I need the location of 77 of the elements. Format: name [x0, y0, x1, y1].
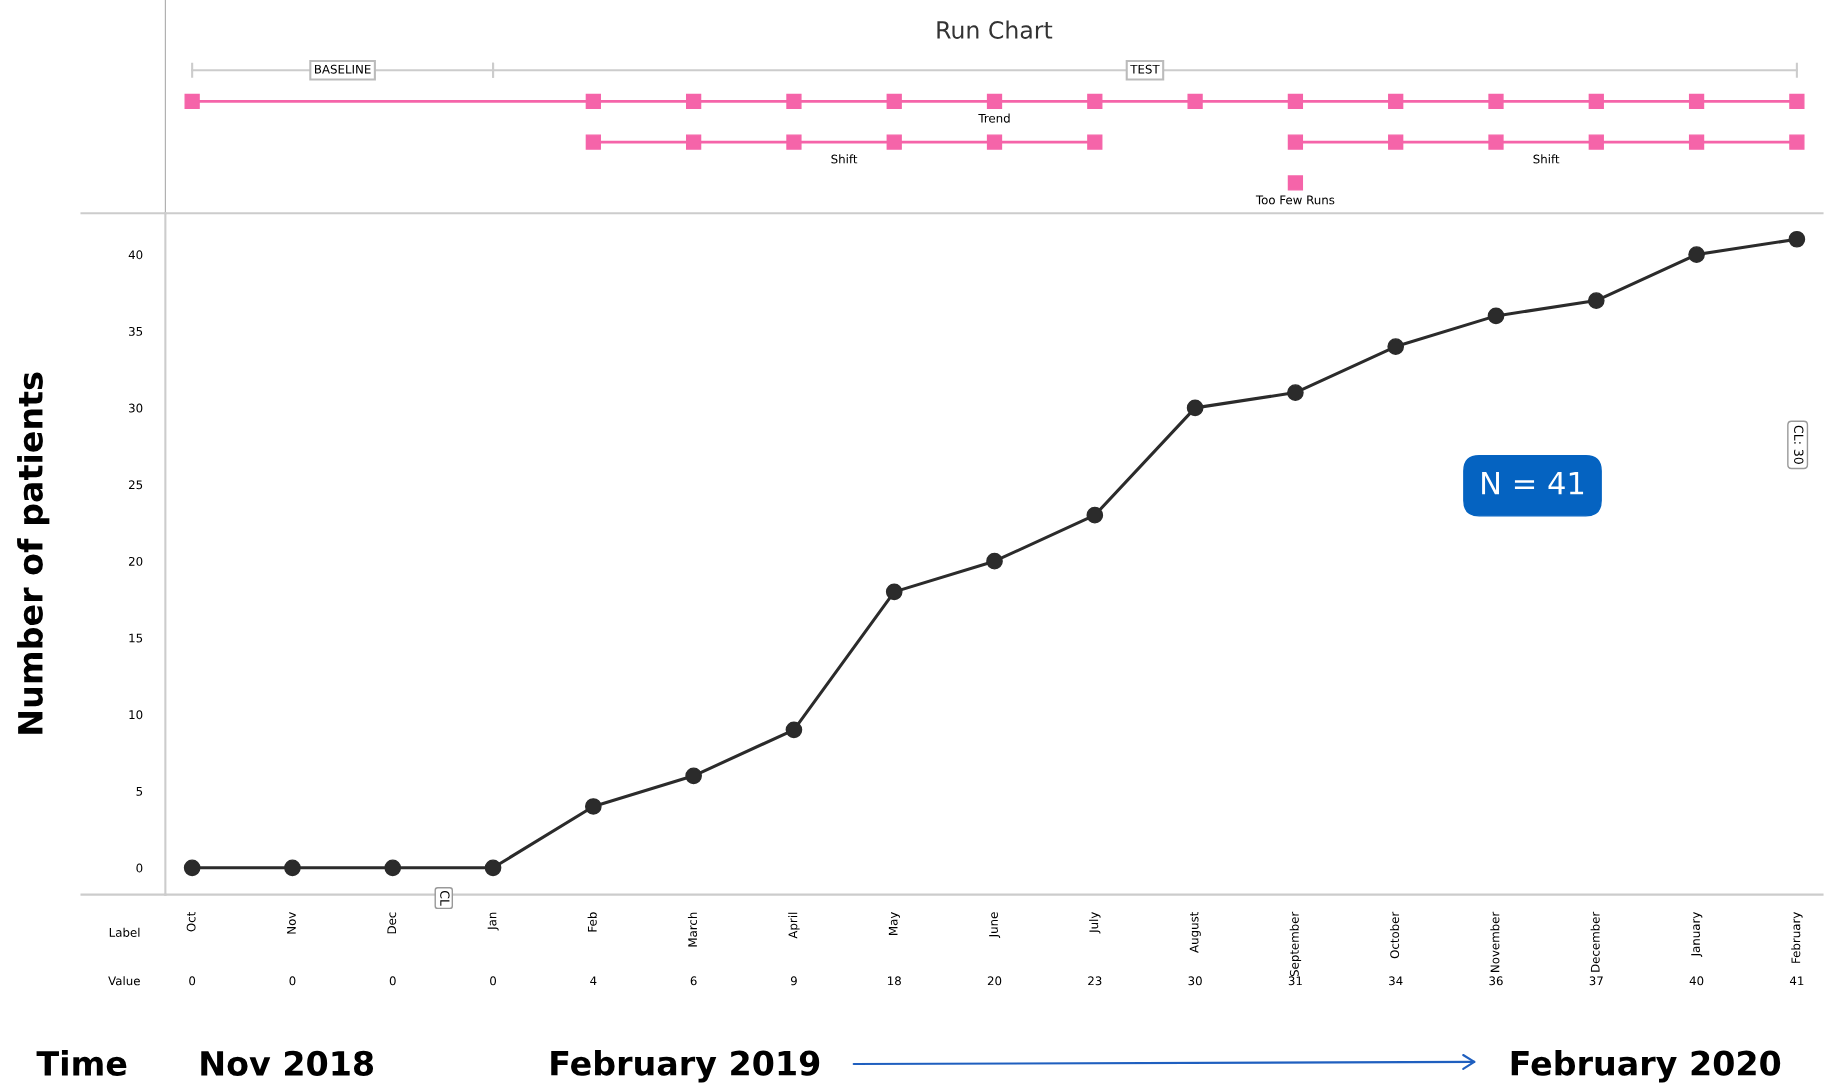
y-axis-title: Number of patients: [17, 372, 50, 734]
point: [284, 859, 301, 877]
data-label: 9: [790, 976, 797, 986]
data-label: 18: [888, 976, 901, 986]
text: Run Chart: [937, 20, 1053, 39]
y-tick-label: 25: [128, 480, 143, 490]
text: Value: [108, 976, 140, 986]
x-tick-label: Oct: [186, 911, 196, 932]
data-label: 4: [590, 976, 597, 986]
point: [1086, 506, 1104, 524]
data-label: 30: [1188, 976, 1202, 986]
text: Time: [36, 1050, 127, 1076]
point: [585, 798, 602, 815]
data-label: 0: [189, 976, 196, 986]
data-label: 36: [1489, 976, 1503, 986]
text: Trend: [978, 113, 1010, 123]
x-tick-label: Dec: [387, 912, 397, 934]
point: [685, 767, 702, 785]
point: [484, 859, 502, 877]
y-tick-label: 30: [129, 403, 143, 413]
annotation: CL: [440, 890, 450, 906]
x-tick-label: February: [1791, 912, 1803, 963]
point: [1387, 338, 1405, 355]
y-tick-label: 5: [136, 787, 143, 796]
x-tick-label: Feb: [587, 912, 597, 932]
data-label: 0: [289, 976, 296, 986]
data-label: 31: [1288, 976, 1302, 986]
point: [1587, 292, 1605, 309]
data-label: 6: [690, 976, 697, 986]
x-tick-label: March: [687, 912, 698, 947]
text: February 2020: [1511, 1049, 1781, 1083]
text: Too Few Runs: [1255, 195, 1335, 205]
y-tick-label: 0: [136, 863, 143, 873]
x-tick-label: January: [1691, 912, 1703, 958]
data-label: 40: [1689, 976, 1704, 986]
x-tick-label: July: [1089, 912, 1101, 934]
point: [785, 721, 803, 739]
point: [384, 859, 402, 877]
point: [183, 859, 201, 877]
point: [1487, 307, 1505, 325]
data-label: 34: [1389, 976, 1403, 986]
y-tick-label: 35: [129, 326, 143, 336]
data-label: 41: [1789, 976, 1804, 986]
text: Nov 2018: [201, 1050, 374, 1076]
x-tick-label: May: [888, 912, 900, 935]
annotation: N = 41: [1482, 471, 1584, 495]
x-tick-label: April: [788, 912, 800, 939]
point: [885, 583, 903, 601]
data-label: 37: [1589, 976, 1603, 986]
y-tick-label: 10: [129, 710, 143, 720]
data-label: 20: [987, 976, 1002, 986]
data-label: 23: [1088, 976, 1102, 986]
data-label: 0: [490, 976, 497, 986]
point: [1788, 230, 1806, 248]
y-tick-label: 20: [128, 556, 143, 566]
text: February 2019: [551, 1049, 820, 1083]
x-tick-label: Jan: [487, 912, 499, 931]
x-tick-label: December: [1590, 911, 1600, 972]
text: Shift: [831, 154, 858, 164]
x-tick-label: Nov: [287, 912, 296, 934]
data-label: 0: [389, 976, 396, 986]
x-tick-label: August: [1189, 911, 1201, 953]
x-tick-label: October: [1389, 911, 1400, 959]
text: Label: [109, 927, 140, 937]
x-tick-label: November: [1490, 911, 1500, 972]
x-tick-label: September: [1289, 911, 1302, 977]
y-tick-label: 15: [129, 633, 143, 643]
point: [1186, 399, 1204, 417]
text: BASELINE: [315, 64, 371, 74]
x-tick-label: June: [989, 912, 1001, 938]
point: [1688, 246, 1705, 263]
text: TEST: [1130, 64, 1160, 74]
point: [986, 552, 1003, 570]
y-tick-label: 40: [128, 250, 143, 260]
point: [1287, 384, 1304, 401]
text: Shift: [1533, 154, 1560, 164]
annotation: CL: 30: [1794, 425, 1804, 464]
